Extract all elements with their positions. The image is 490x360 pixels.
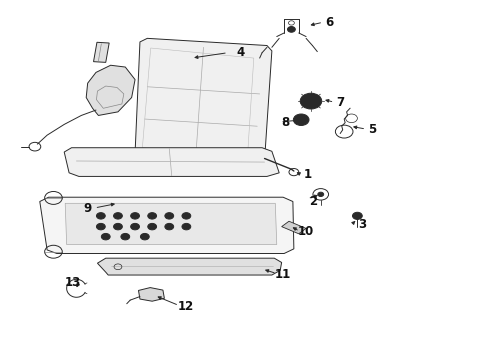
- Circle shape: [165, 224, 173, 230]
- Text: 7: 7: [336, 96, 344, 109]
- Circle shape: [131, 213, 140, 219]
- Circle shape: [318, 192, 324, 197]
- Text: 13: 13: [65, 276, 81, 289]
- Circle shape: [182, 213, 191, 219]
- Text: 2: 2: [309, 195, 318, 208]
- Circle shape: [294, 114, 309, 126]
- Polygon shape: [65, 203, 277, 244]
- Polygon shape: [40, 197, 294, 253]
- Circle shape: [131, 224, 140, 230]
- Circle shape: [148, 213, 157, 219]
- Circle shape: [141, 233, 149, 240]
- Text: 3: 3: [358, 218, 367, 231]
- Polygon shape: [86, 65, 135, 116]
- Circle shape: [352, 212, 362, 220]
- Circle shape: [121, 233, 130, 240]
- Text: 6: 6: [325, 16, 333, 29]
- Circle shape: [101, 233, 110, 240]
- Circle shape: [148, 224, 157, 230]
- Polygon shape: [282, 221, 306, 234]
- Polygon shape: [135, 39, 272, 164]
- Text: 9: 9: [83, 202, 92, 215]
- Polygon shape: [98, 258, 282, 275]
- Circle shape: [114, 224, 122, 230]
- Circle shape: [300, 93, 322, 109]
- Text: 11: 11: [275, 268, 291, 281]
- Text: 12: 12: [177, 300, 194, 313]
- Polygon shape: [94, 42, 109, 62]
- Circle shape: [97, 213, 105, 219]
- Circle shape: [288, 27, 295, 32]
- Circle shape: [97, 224, 105, 230]
- Text: 1: 1: [303, 168, 312, 181]
- Circle shape: [165, 213, 173, 219]
- Text: 10: 10: [298, 225, 314, 238]
- Text: 5: 5: [368, 123, 376, 136]
- Polygon shape: [139, 288, 164, 301]
- Circle shape: [114, 213, 122, 219]
- Circle shape: [182, 224, 191, 230]
- Polygon shape: [64, 148, 279, 176]
- Text: 8: 8: [281, 116, 289, 129]
- Text: 4: 4: [236, 46, 244, 59]
